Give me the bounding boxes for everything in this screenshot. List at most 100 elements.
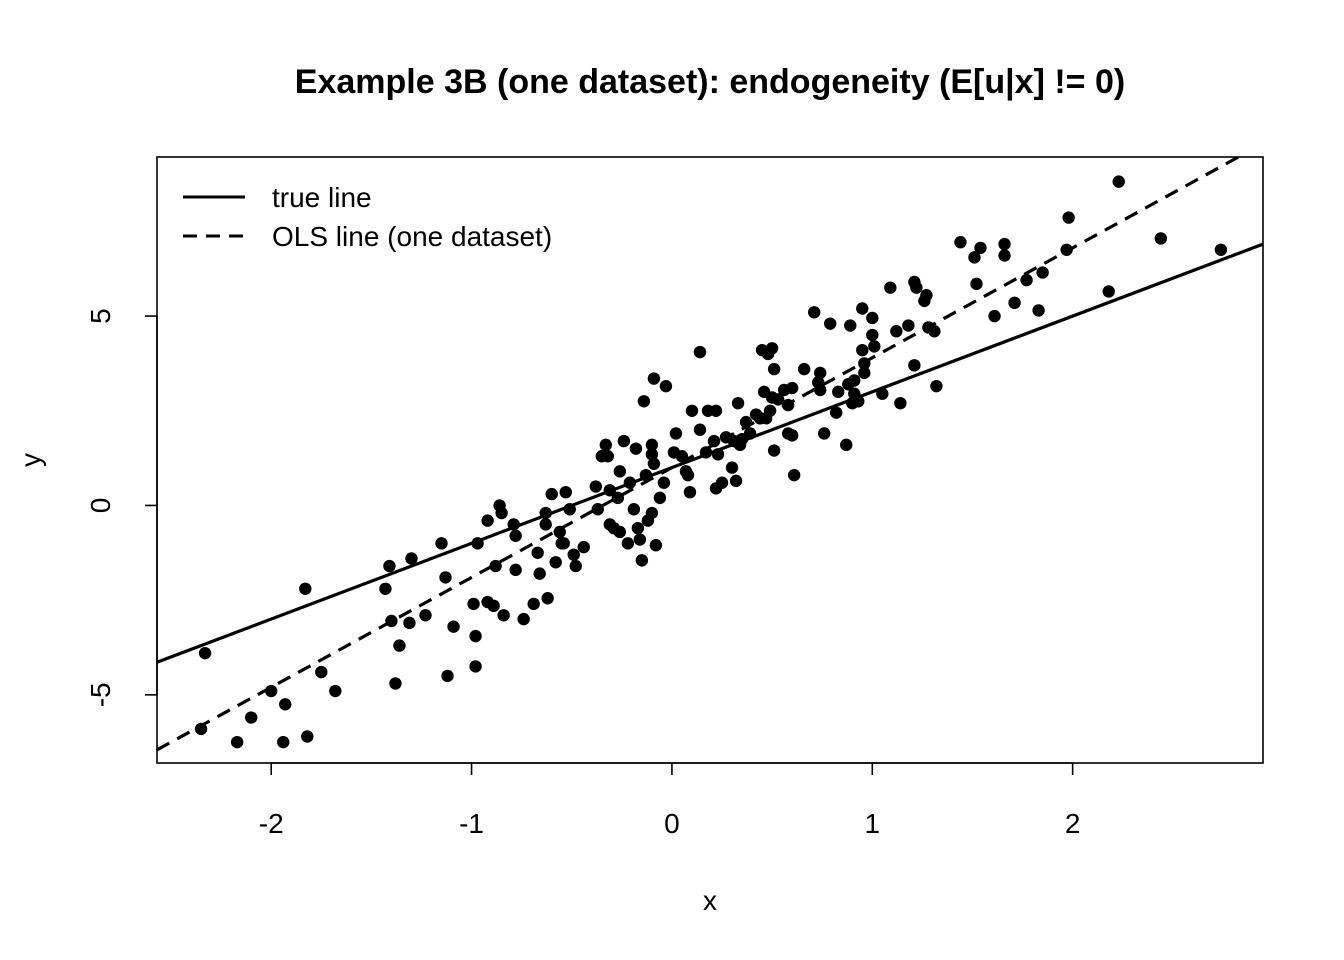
data-point [844,319,857,332]
data-point [299,582,312,595]
data-point [383,559,396,573]
data-point [657,476,671,489]
data-point [832,385,845,399]
y-tick-label: 5 [85,308,116,324]
data-point [709,404,723,417]
data-point [908,359,921,372]
data-point [244,711,258,724]
data-point [389,677,402,690]
data-point [1020,273,1033,287]
data-point [807,306,821,319]
data-point [385,614,398,628]
data-point [731,396,745,410]
data-point [852,395,865,408]
data-point [589,480,602,493]
data-point [567,548,580,561]
data-point [379,582,392,595]
data-point [830,406,843,419]
data-point [647,457,661,470]
data-point [1008,296,1021,310]
data-point [469,660,482,673]
data-point [645,448,659,461]
data-point [858,366,871,380]
data-point [675,450,689,463]
data-point [681,468,695,482]
data-point [549,556,562,569]
data-point [974,241,987,255]
x-axis: -2 -1 0 1 2 [259,762,1081,839]
data-point [930,379,943,393]
data-point [928,325,941,338]
data-point [301,730,314,743]
data-point [968,251,981,264]
data-point [393,639,406,652]
data-point [527,597,540,611]
data-point [699,446,713,459]
data-point [725,461,739,474]
x-tick-label: -1 [459,808,484,839]
data-point [707,434,721,448]
data-point [1032,304,1045,317]
data-point [743,427,757,440]
data-point [890,325,903,338]
data-point [1154,232,1168,245]
data-point [539,506,552,520]
data-point [818,427,831,440]
data-point [533,567,546,580]
data-point [633,533,647,546]
x-tick-label: 2 [1065,808,1081,839]
data-point [613,525,627,539]
data-point [858,357,871,370]
data-point [653,491,667,505]
data-point [785,381,799,395]
data-point [613,465,627,478]
data-point [1062,211,1075,224]
legend-label-true-line: true line [272,182,372,213]
data-point [621,537,635,550]
data-point [645,506,659,520]
data-point [988,309,1001,323]
data-point [509,529,522,542]
data-point [856,302,869,315]
x-axis-label: x [703,885,717,916]
data-point [507,518,520,531]
data-point [635,554,649,567]
x-tick-label: 1 [865,808,881,839]
data-point [1102,285,1115,298]
x-tick-label: 0 [664,808,680,839]
data-point [1036,266,1049,279]
data-point [647,372,661,385]
data-point [611,491,625,505]
data-point [856,343,869,357]
data-point [765,342,779,355]
data-point [970,277,983,291]
y-axis: -5 0 5 [85,308,158,707]
y-tick-label: -5 [85,682,116,707]
data-point [693,423,707,436]
data-point [509,563,522,577]
data-point [639,468,653,482]
data-point [1214,243,1228,256]
data-point [840,438,853,452]
data-point [617,434,631,448]
data-point [669,427,683,440]
data-point [627,503,641,516]
data-point [467,597,480,611]
y-axis-label: y [15,453,46,467]
data-point [539,518,552,531]
data-point [329,684,342,698]
data-point [419,609,432,622]
data-point [623,476,637,489]
data-point [645,438,659,452]
data-point [848,374,861,387]
data-point [557,537,570,550]
data-point [495,506,508,520]
data-point [591,503,604,516]
data-point [559,485,572,499]
data-point [405,552,418,565]
data-point [541,592,554,605]
data-point [771,393,785,406]
data-point [315,665,328,679]
data-point [545,487,558,501]
data-point [767,362,781,376]
